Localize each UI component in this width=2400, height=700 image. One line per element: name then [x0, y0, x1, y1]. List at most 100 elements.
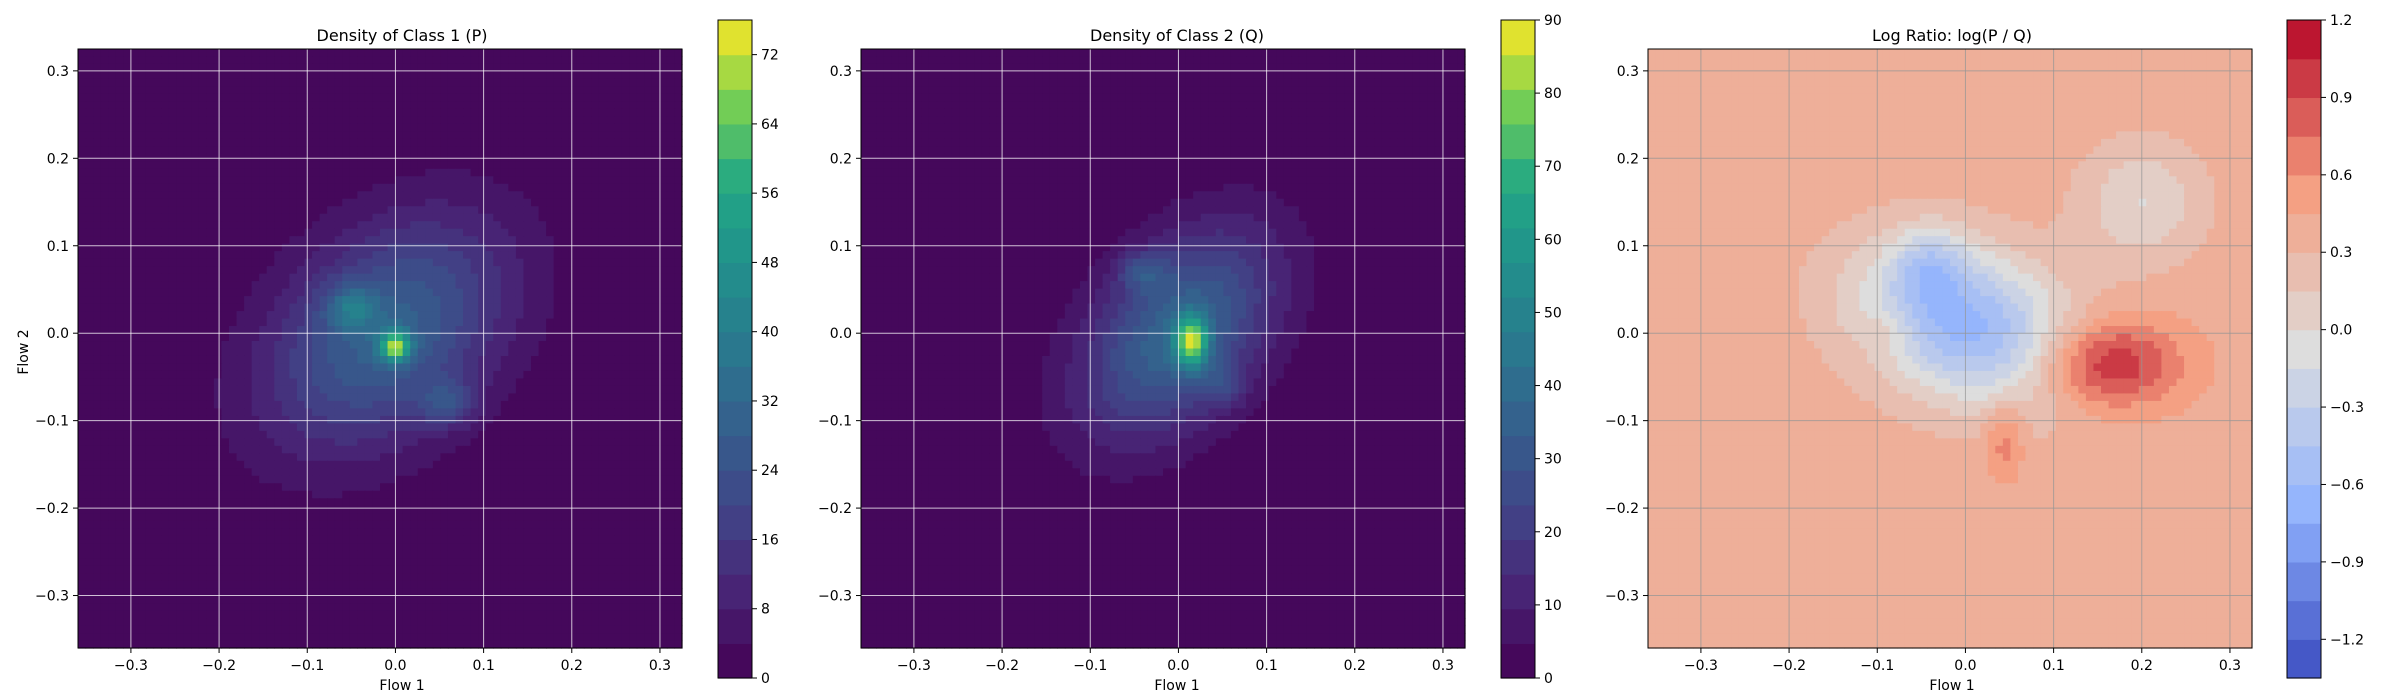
heatmap-cell [531, 93, 540, 103]
heatmap-cell [153, 146, 162, 155]
heatmap-cell [244, 296, 253, 305]
heatmap-cell [598, 273, 608, 282]
heatmap-cell [395, 408, 404, 417]
heatmap-cell [614, 505, 623, 514]
heatmap-cell [515, 393, 525, 402]
heatmap-cell [470, 378, 479, 387]
heatmap-cell [78, 213, 87, 222]
heatmap-cell [447, 168, 457, 177]
heatmap-cell [115, 483, 124, 492]
heatmap-cell [546, 385, 555, 395]
heatmap-cell [583, 258, 592, 267]
heatmap-cell [410, 393, 419, 402]
heatmap-cell [395, 168, 404, 177]
heatmap-cell [644, 281, 653, 290]
heatmap-cell [183, 348, 192, 357]
heatmap-cell [523, 273, 532, 282]
heatmap-cell [372, 453, 381, 462]
heatmap-cell [432, 56, 441, 65]
heatmap-cell [440, 498, 449, 507]
heatmap-cell [236, 49, 245, 58]
heatmap-cell [493, 146, 502, 155]
heatmap-cell [349, 460, 358, 469]
heatmap-cell [666, 161, 676, 170]
heatmap-cell [266, 183, 275, 192]
heatmap-cell [357, 378, 366, 387]
heatmap-cell [606, 281, 615, 290]
heatmap-cell [191, 468, 200, 477]
heatmap-cell [161, 355, 170, 365]
heatmap-cell [259, 131, 268, 140]
heatmap-cell [440, 393, 449, 402]
heatmap-cell [213, 363, 223, 372]
heatmap-cell [289, 168, 298, 177]
heatmap-cell [138, 221, 147, 230]
heatmap-cell [342, 483, 351, 492]
heatmap-cell [274, 168, 283, 177]
heatmap-cell [206, 311, 215, 320]
heatmap-cell [342, 93, 351, 103]
heatmap-cell [168, 281, 177, 290]
heatmap-cell [334, 363, 343, 372]
heatmap-cell [78, 108, 87, 117]
heatmap-cell [478, 460, 487, 469]
heatmap-cell [259, 348, 268, 357]
heatmap-cell [561, 183, 570, 192]
heatmap-cell [500, 498, 509, 507]
heatmap-cell [432, 161, 441, 170]
heatmap-cell [78, 505, 87, 514]
heatmap-cell [274, 71, 283, 80]
heatmap-cell [115, 93, 124, 103]
heatmap-cell [598, 93, 608, 103]
heatmap-cell [395, 505, 404, 514]
heatmap-cell [236, 333, 245, 342]
heatmap-cell [168, 146, 177, 155]
heatmap-cell [546, 333, 555, 342]
heatmap-cell [447, 243, 457, 252]
heatmap-cell [319, 146, 328, 155]
heatmap-cell [364, 138, 374, 147]
heatmap-cell [153, 236, 162, 245]
heatmap-cell [523, 108, 532, 117]
heatmap-cell [470, 56, 479, 65]
heatmap-cell [621, 498, 630, 507]
heatmap-cell [236, 93, 245, 103]
heatmap-cell [123, 438, 132, 447]
heatmap-cell [312, 483, 321, 492]
heatmap-cell [614, 78, 623, 88]
heatmap-cell [334, 266, 343, 275]
heatmap-cell [666, 326, 676, 335]
heatmap-cell [636, 138, 645, 147]
heatmap-cell [500, 251, 509, 260]
heatmap-cell [115, 423, 124, 432]
heatmap-cell [78, 123, 87, 132]
heatmap-cell [621, 378, 630, 387]
heatmap-cell [410, 415, 419, 424]
heatmap-cell [463, 490, 472, 499]
heatmap-cell [553, 206, 562, 215]
heatmap-cell [463, 101, 472, 110]
heatmap-cell [463, 78, 472, 88]
heatmap-cell [123, 258, 132, 267]
heatmap-cell [296, 423, 306, 432]
heatmap-cell [229, 93, 238, 103]
heatmap-cell [213, 333, 223, 342]
heatmap-cell [674, 78, 683, 88]
heatmap-cell [206, 288, 215, 297]
heatmap-cell [138, 355, 147, 365]
heatmap-cell [621, 86, 630, 95]
heatmap-cell [153, 445, 162, 454]
heatmap-cell [85, 296, 94, 305]
heatmap-cell [629, 213, 638, 222]
heatmap-cell [591, 453, 600, 462]
heatmap-cell [493, 228, 502, 237]
heatmap-cell [221, 183, 230, 192]
heatmap-cell [123, 408, 132, 417]
heatmap-cell [138, 93, 147, 103]
heatmap-cell [191, 296, 200, 305]
heatmap-cell [606, 415, 615, 424]
heatmap-cell [606, 490, 615, 499]
heatmap-cell [296, 400, 306, 409]
heatmap-cell [364, 191, 374, 200]
heatmap-cell [198, 168, 207, 177]
